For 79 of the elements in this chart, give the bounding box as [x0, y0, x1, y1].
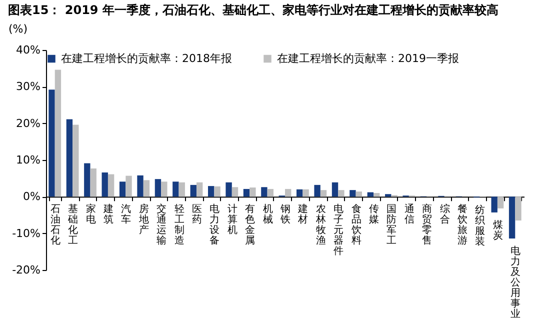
- x-tick-label: 建筑: [102, 203, 114, 226]
- bar: [154, 179, 162, 197]
- bar: [72, 124, 79, 197]
- x-tick-label: 计算机: [227, 203, 238, 236]
- bar: [261, 187, 268, 197]
- bar: [226, 182, 232, 197]
- y-tick-label: -20%: [12, 264, 40, 276]
- bar: [190, 184, 196, 197]
- bar: [196, 182, 203, 197]
- bar: [161, 182, 168, 197]
- bar: [66, 119, 73, 197]
- bar: [374, 193, 380, 197]
- bar: [126, 176, 132, 197]
- x-tick-label: 建材: [297, 203, 308, 226]
- y-tick-label: -10%: [12, 226, 40, 240]
- legend-label: 在建工程增长的贡献率：2019一季报: [277, 52, 459, 65]
- y-tick-label: 40%: [16, 44, 40, 56]
- bar: [232, 187, 238, 197]
- x-tick-label: 国防军工: [386, 204, 397, 247]
- bar: [267, 188, 274, 197]
- x-tick-label: 电子元器件: [334, 203, 344, 258]
- x-tick-label: 电力设备: [210, 203, 220, 247]
- x-tick-label: 有色金属: [245, 203, 256, 247]
- bar: [84, 163, 90, 197]
- x-tick-label: 基础化工: [67, 203, 78, 247]
- bar: [54, 70, 62, 197]
- x-tick-label: 食品饮料: [350, 203, 362, 247]
- y-axis-title: (%): [8, 22, 28, 36]
- y-tick-label: 0%: [23, 190, 40, 204]
- bar: [102, 172, 108, 197]
- bar: [285, 188, 292, 197]
- bar: [172, 182, 179, 197]
- bar: [332, 182, 338, 197]
- y-tick-label: 30%: [16, 80, 40, 94]
- x-tick-label: 通信: [404, 203, 414, 226]
- bar: [314, 184, 320, 197]
- bar: [178, 182, 185, 197]
- x-tick-label: 综合: [440, 203, 450, 226]
- bar: [338, 190, 344, 197]
- bar: [243, 188, 250, 197]
- bar: [302, 189, 309, 197]
- x-tick-label: 家电: [86, 203, 96, 226]
- bar: [491, 196, 498, 212]
- x-tick-label: 电力及公用事业: [510, 244, 521, 320]
- bar: [497, 196, 504, 208]
- bar: [350, 190, 356, 197]
- x-tick-label: 传媒: [369, 204, 380, 226]
- x-tick-label: 轻工制造: [174, 203, 184, 247]
- bar: [296, 189, 303, 197]
- bar: [90, 168, 96, 197]
- x-tick-label: 钢铁: [280, 204, 290, 226]
- bar: [356, 192, 362, 197]
- x-tick-label: 医药: [192, 204, 202, 226]
- x-tick-label: 交通运输: [156, 203, 167, 247]
- bar: [385, 194, 392, 197]
- chart-title: 图表15： 2019 年一季度，石油石化、基础化工、家电等行业对在建工程增长的贡献率较高: [8, 3, 498, 17]
- bar: [143, 180, 150, 197]
- x-tick-label: 餐饮旅游: [456, 203, 468, 247]
- x-tick-label: 房地产: [138, 203, 149, 236]
- bar: [250, 188, 256, 197]
- x-tick-label: 汽车: [121, 203, 132, 226]
- bar: [119, 182, 126, 197]
- y-tick-label: 20%: [16, 116, 40, 130]
- bar: [515, 196, 522, 220]
- bar: [214, 186, 220, 197]
- y-tick-label: 10%: [16, 154, 40, 166]
- bar: [208, 186, 214, 197]
- bar: [108, 174, 114, 197]
- bar: [320, 190, 327, 197]
- bar: [137, 175, 144, 197]
- legend-label: 在建工程增长的贡献率：2018年报: [61, 52, 232, 65]
- x-tick-label: 农林牧渔: [314, 204, 326, 247]
- x-tick-label: 纺织服装: [475, 204, 486, 248]
- x-tick-label: 机械: [262, 203, 273, 226]
- x-tick-label: 石油石化: [50, 204, 60, 247]
- x-tick-label: 煤炭: [492, 218, 503, 242]
- bar: [48, 90, 55, 197]
- bar: [508, 196, 516, 238]
- x-tick-label: 商贸零售: [422, 203, 432, 247]
